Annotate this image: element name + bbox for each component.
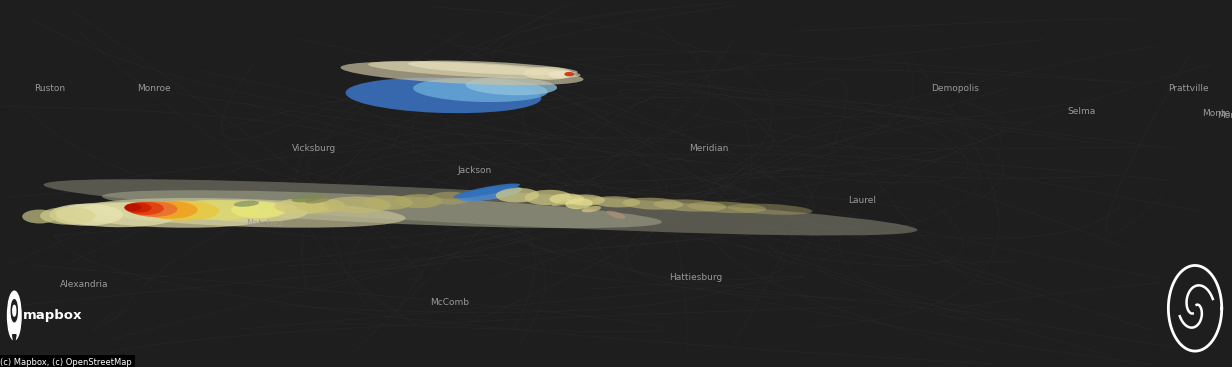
Ellipse shape [340, 62, 584, 85]
Text: Alexandria: Alexandria [59, 280, 108, 289]
Ellipse shape [395, 194, 442, 208]
Ellipse shape [413, 78, 548, 102]
Ellipse shape [172, 200, 259, 220]
Ellipse shape [127, 202, 164, 215]
Ellipse shape [428, 192, 472, 205]
Ellipse shape [565, 198, 593, 209]
Ellipse shape [653, 199, 727, 212]
Ellipse shape [582, 206, 601, 212]
Text: Monroe: Monroe [137, 84, 171, 92]
Circle shape [7, 291, 21, 340]
Ellipse shape [453, 184, 520, 198]
Ellipse shape [275, 199, 329, 214]
Ellipse shape [234, 200, 259, 207]
Ellipse shape [346, 78, 541, 113]
Text: Monte: Monte [1217, 111, 1232, 120]
Ellipse shape [304, 196, 331, 204]
Text: mapbox: mapbox [23, 309, 83, 322]
Text: Jackson: Jackson [457, 166, 492, 175]
Ellipse shape [363, 195, 413, 210]
Ellipse shape [74, 201, 271, 228]
Ellipse shape [124, 203, 152, 213]
Ellipse shape [606, 211, 626, 219]
Text: Prattville: Prattville [1169, 84, 1209, 92]
Ellipse shape [549, 193, 584, 204]
Ellipse shape [368, 61, 580, 79]
Text: Hattiesburg: Hattiesburg [669, 273, 723, 281]
Circle shape [12, 305, 16, 316]
Ellipse shape [565, 195, 605, 206]
Ellipse shape [131, 201, 177, 217]
Text: Vicksburg: Vicksburg [292, 144, 336, 153]
Ellipse shape [230, 201, 287, 218]
Ellipse shape [142, 201, 198, 219]
Text: Laurel: Laurel [849, 196, 876, 204]
Text: Natchez: Natchez [246, 219, 283, 228]
Ellipse shape [728, 204, 812, 215]
Ellipse shape [49, 204, 123, 226]
Ellipse shape [296, 198, 345, 213]
Ellipse shape [43, 179, 918, 236]
Ellipse shape [687, 201, 766, 213]
Ellipse shape [185, 200, 308, 222]
Ellipse shape [591, 196, 641, 207]
Ellipse shape [324, 196, 391, 213]
Text: Selma: Selma [1068, 108, 1095, 116]
Text: Demopolis: Demopolis [931, 84, 978, 92]
Ellipse shape [55, 202, 179, 227]
Text: Monte: Monte [1202, 109, 1230, 118]
Ellipse shape [102, 190, 662, 228]
Ellipse shape [22, 210, 57, 224]
Ellipse shape [466, 77, 557, 95]
Ellipse shape [548, 70, 573, 79]
Ellipse shape [525, 190, 572, 205]
Ellipse shape [408, 61, 578, 75]
Ellipse shape [552, 201, 569, 206]
Ellipse shape [458, 186, 522, 201]
Text: (c) Mapbox, (c) OpenStreetMap: (c) Mapbox, (c) OpenStreetMap [0, 358, 132, 367]
Ellipse shape [292, 194, 324, 202]
Ellipse shape [564, 72, 574, 76]
Text: Meridian: Meridian [689, 144, 728, 153]
Text: Ruston: Ruston [33, 84, 65, 92]
Polygon shape [12, 335, 16, 345]
Ellipse shape [622, 198, 684, 210]
Ellipse shape [524, 67, 573, 80]
Ellipse shape [87, 198, 405, 228]
Ellipse shape [145, 200, 219, 221]
Text: McComb: McComb [430, 298, 469, 307]
Ellipse shape [39, 207, 96, 225]
Ellipse shape [124, 204, 142, 211]
Ellipse shape [495, 188, 540, 203]
Circle shape [11, 300, 17, 322]
